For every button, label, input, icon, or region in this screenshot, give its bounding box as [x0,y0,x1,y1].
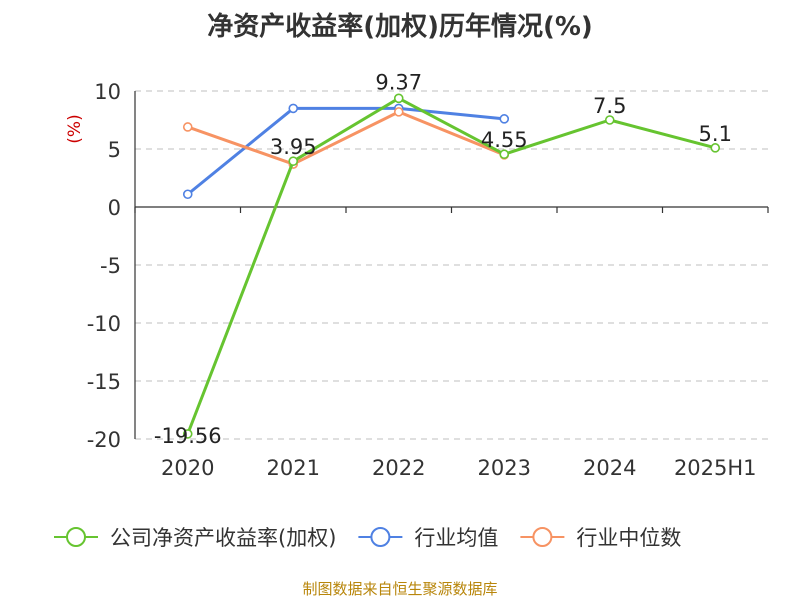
y-tick-label: -15 [87,370,121,394]
data-point [288,103,299,114]
data-point [182,122,193,132]
data-labels: -19.56 3.95 9.37 4.55 7.5 5.1 [154,70,732,448]
y-tick-label: -5 [100,254,121,278]
data-label: 5.1 [699,122,732,146]
legend-marker [532,527,553,547]
legend-label: 行业均值 [414,526,498,550]
data-point [499,149,510,160]
legend: 公司净资产收益率(加权) 行业均值 行业中位数 [54,526,681,550]
y-tick-label: 10 [94,80,121,104]
chart-title: 净资产收益率(加权)历年情况(%) [207,12,593,42]
series-lines [182,93,721,439]
x-tick-label: 2024 [583,456,636,480]
data-point [710,143,721,153]
legend-label: 行业中位数 [576,526,681,550]
x-tick-label: 2023 [478,456,531,480]
y-tick-label: -10 [87,312,121,336]
y-tick-label: -20 [87,428,121,452]
data-label: -19.56 [154,424,222,448]
y-tick-label: 0 [108,196,121,220]
data-point [288,156,299,166]
data-point [393,93,404,104]
data-point [182,189,193,200]
legend-marker [66,527,86,547]
data-point [393,107,404,117]
y-tick-label: 5 [108,138,121,162]
data-point [604,115,615,125]
x-tick-label: 2025H1 [674,456,757,480]
data-point [182,429,193,439]
source-note: 制图数据来自恒生聚源数据库 [302,580,498,598]
x-tick-label: 2021 [267,456,320,480]
legend-marker [370,527,391,547]
series-line [186,96,716,435]
data-label: 3.95 [270,135,317,159]
x-tick-label: 2020 [161,456,214,480]
series-line [186,106,505,196]
y-axis-label: (%) [65,114,85,143]
axes: 10 5 0 -5 -10 -15 -20 2020 2021 2022 2023 2024 2025H… [65,80,769,480]
data-label: 9.37 [375,70,422,94]
data-label: 4.55 [481,128,528,152]
series-line [187,110,505,166]
data-label: 7.5 [593,94,626,118]
data-point [499,114,510,124]
legend-label: 公司净资产收益率(加权) [110,526,336,550]
x-tick-label: 2022 [372,456,425,480]
